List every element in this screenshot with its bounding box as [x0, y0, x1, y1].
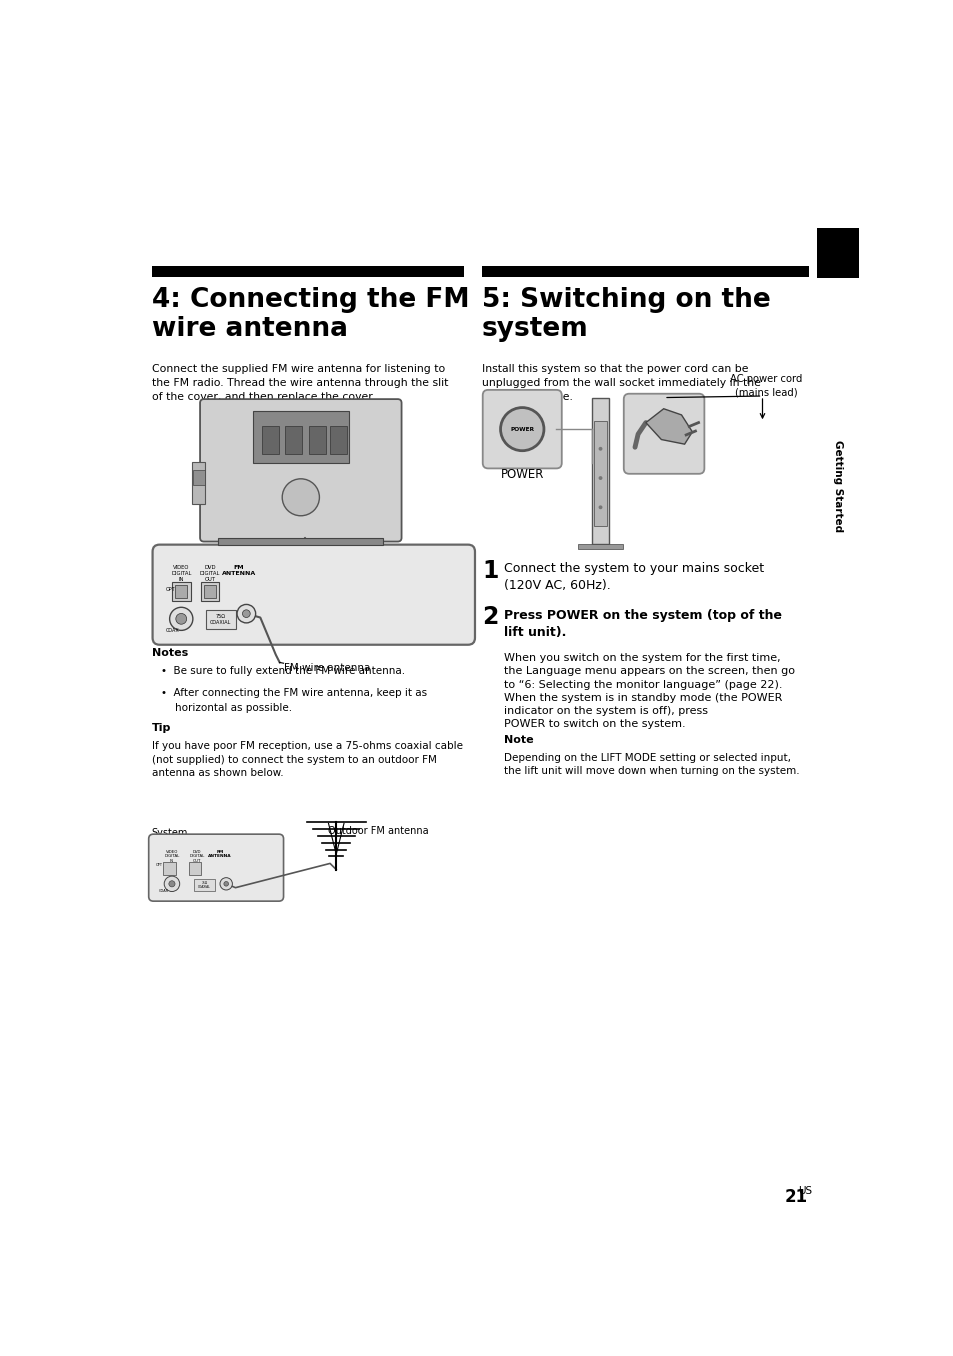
Text: OPT: OPT	[166, 587, 175, 593]
Text: OPT: OPT	[155, 862, 162, 866]
Text: Notes: Notes	[152, 648, 188, 658]
Bar	[592, 397, 608, 544]
Text: •  Be sure to fully extend the FM wire antenna.: • Be sure to fully extend the FM wire an…	[161, 666, 405, 677]
Bar	[189, 862, 201, 875]
Text: Tip: Tip	[152, 723, 171, 734]
Bar	[816, 228, 858, 278]
Text: AC power cord
(mains lead): AC power cord (mains lead)	[729, 374, 801, 397]
Text: Depending on the LIFT MODE setting or selected input,
the lift unit will move do: Depending on the LIFT MODE setting or se…	[503, 753, 799, 776]
Text: POWER: POWER	[500, 468, 543, 480]
Text: Getting Started: Getting Started	[832, 441, 841, 532]
Text: 1: 1	[481, 559, 497, 583]
Bar	[285, 426, 302, 454]
Text: US: US	[797, 1186, 811, 1196]
Text: 4: Connecting the FM
wire antenna: 4: Connecting the FM wire antenna	[152, 287, 469, 343]
Text: VIDEO
DIGITAL
IN: VIDEO DIGITAL IN	[171, 565, 192, 582]
Circle shape	[220, 877, 233, 890]
Bar	[200, 582, 219, 601]
Polygon shape	[645, 408, 692, 445]
Bar	[194, 879, 214, 891]
Circle shape	[500, 408, 543, 450]
Text: 75Ω
COAXIAL: 75Ω COAXIAL	[198, 880, 211, 890]
Circle shape	[598, 506, 602, 510]
Circle shape	[224, 881, 229, 885]
Bar	[174, 586, 187, 598]
Bar	[206, 610, 235, 629]
Text: DVD
DIGITAL
OUT: DVD DIGITAL OUT	[199, 565, 220, 582]
FancyBboxPatch shape	[623, 393, 703, 473]
Circle shape	[175, 613, 187, 624]
Text: Connect the system to your mains socket
(120V AC, 60Hz).: Connect the system to your mains socket …	[503, 563, 763, 593]
Text: COAX: COAX	[166, 628, 179, 633]
Text: FM
ANTENNA: FM ANTENNA	[208, 850, 232, 858]
Text: Connect the supplied FM wire antenna for listening to
the FM radio. Thread the w: Connect the supplied FM wire antenna for…	[152, 365, 448, 401]
Text: 5: Switching on the
system: 5: Switching on the system	[481, 287, 770, 343]
Text: System: System	[152, 829, 188, 838]
FancyBboxPatch shape	[152, 545, 475, 644]
Circle shape	[598, 476, 602, 480]
Circle shape	[598, 447, 602, 450]
Text: Outdoor FM antenna: Outdoor FM antenna	[328, 826, 429, 837]
Bar	[193, 471, 205, 485]
Text: VIDEO
DIGITAL
IN: VIDEO DIGITAL IN	[164, 850, 179, 862]
Bar	[163, 862, 175, 875]
Bar	[253, 411, 349, 462]
Circle shape	[282, 479, 319, 515]
Bar	[308, 426, 325, 454]
Bar	[218, 538, 383, 545]
Text: FM
ANTENNA: FM ANTENNA	[221, 565, 255, 576]
Bar	[262, 426, 279, 454]
Circle shape	[242, 610, 250, 617]
Bar	[578, 544, 622, 549]
Circle shape	[169, 881, 174, 887]
Text: POWER: POWER	[510, 427, 534, 431]
Bar	[152, 266, 464, 277]
Text: •  After connecting the FM wire antenna, keep it as: • After connecting the FM wire antenna, …	[161, 687, 427, 698]
Text: horizontal as possible.: horizontal as possible.	[174, 704, 292, 713]
Text: Note: Note	[503, 735, 533, 744]
FancyBboxPatch shape	[482, 391, 561, 468]
Text: When you switch on the system for the first time,
the Language menu appears on t: When you switch on the system for the fi…	[503, 654, 794, 730]
Circle shape	[164, 876, 179, 891]
Text: FM wire antenna: FM wire antenna	[283, 663, 370, 673]
Circle shape	[170, 607, 193, 631]
Text: DVD
DIGITAL
OUT: DVD DIGITAL OUT	[189, 850, 204, 862]
Text: 2: 2	[481, 606, 497, 629]
Bar	[172, 582, 191, 601]
Bar	[330, 426, 347, 454]
Bar	[481, 266, 808, 277]
Text: If you have poor FM reception, use a 75-ohms coaxial cable
(not supplied) to con: If you have poor FM reception, use a 75-…	[152, 740, 462, 778]
FancyBboxPatch shape	[149, 834, 283, 902]
Text: 21: 21	[783, 1188, 806, 1205]
FancyBboxPatch shape	[200, 399, 401, 541]
Text: Install this system so that the power cord can be
unplugged from the wall socket: Install this system so that the power co…	[481, 365, 760, 401]
Bar	[204, 586, 216, 598]
Circle shape	[236, 605, 255, 622]
Text: 75Ω
COAXIAL: 75Ω COAXIAL	[210, 614, 232, 625]
Text: COAX: COAX	[158, 890, 169, 894]
Text: Press POWER on the system (top of the
lift unit).: Press POWER on the system (top of the li…	[503, 609, 781, 639]
Bar	[593, 420, 607, 526]
Bar	[193, 461, 205, 504]
